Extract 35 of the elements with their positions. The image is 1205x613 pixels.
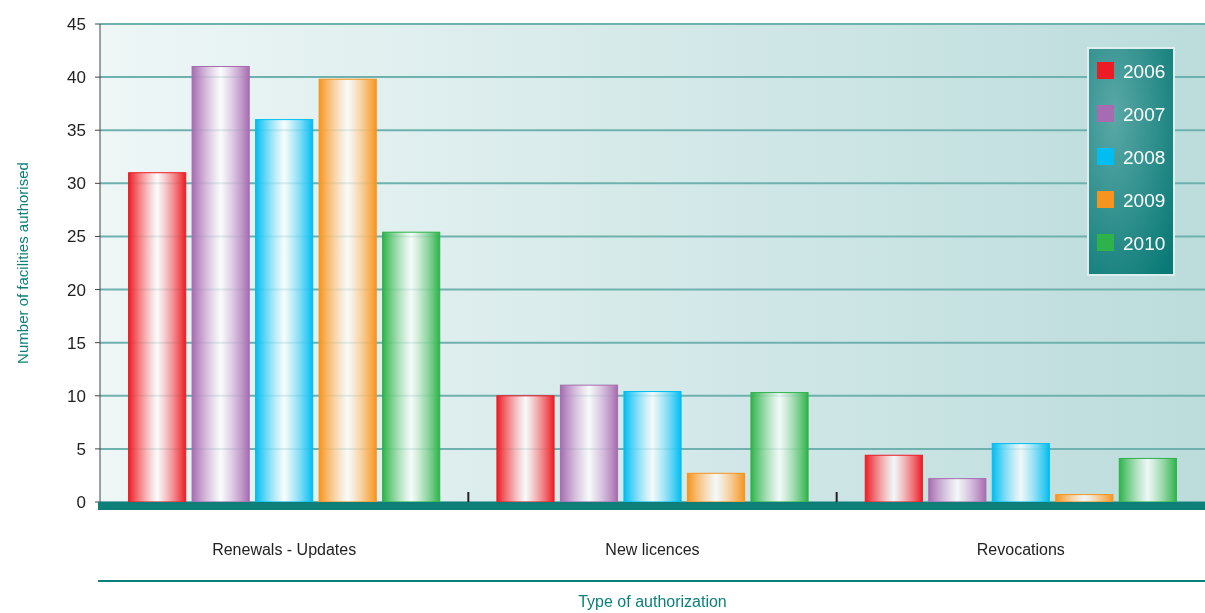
bar — [1118, 457, 1177, 503]
y-tick-label: 15 — [67, 333, 86, 353]
bar — [750, 392, 809, 503]
bar — [864, 454, 923, 503]
y-tick-label: 30 — [67, 174, 86, 194]
legend-label: 2006 — [1123, 60, 1166, 82]
y-tick-label: 25 — [67, 227, 86, 247]
bar — [382, 231, 441, 503]
bar — [559, 384, 619, 503]
x-axis-title: Type of authorization — [578, 593, 727, 610]
y-tick-label: 35 — [67, 121, 86, 141]
bar — [191, 65, 250, 503]
bar — [991, 443, 1050, 503]
legend-label: 2010 — [1123, 232, 1166, 254]
y-axis-title: Number of facilities authorised — [14, 162, 31, 364]
y-tick-label: 20 — [67, 280, 86, 300]
x-tick-label: Revocations — [976, 541, 1065, 558]
legend-label: 2008 — [1123, 146, 1166, 168]
bar — [318, 78, 377, 503]
bar — [496, 395, 555, 503]
x-tick-label: New licences — [605, 541, 700, 558]
y-tick-label: 40 — [67, 68, 86, 88]
legend-label: 2009 — [1123, 189, 1166, 211]
bar — [255, 119, 314, 503]
bar — [928, 478, 987, 503]
legend-label: 2007 — [1123, 103, 1166, 125]
y-tick-label: 0 — [76, 492, 86, 512]
bar — [623, 391, 682, 503]
bar — [128, 172, 187, 503]
y-tick-label: 45 — [67, 14, 86, 34]
bar — [686, 472, 746, 503]
bar — [1055, 494, 1114, 503]
y-tick-label: 5 — [76, 439, 86, 459]
y-tick-label: 10 — [67, 386, 86, 406]
x-tick-label: Renewals - Updates — [212, 541, 357, 558]
